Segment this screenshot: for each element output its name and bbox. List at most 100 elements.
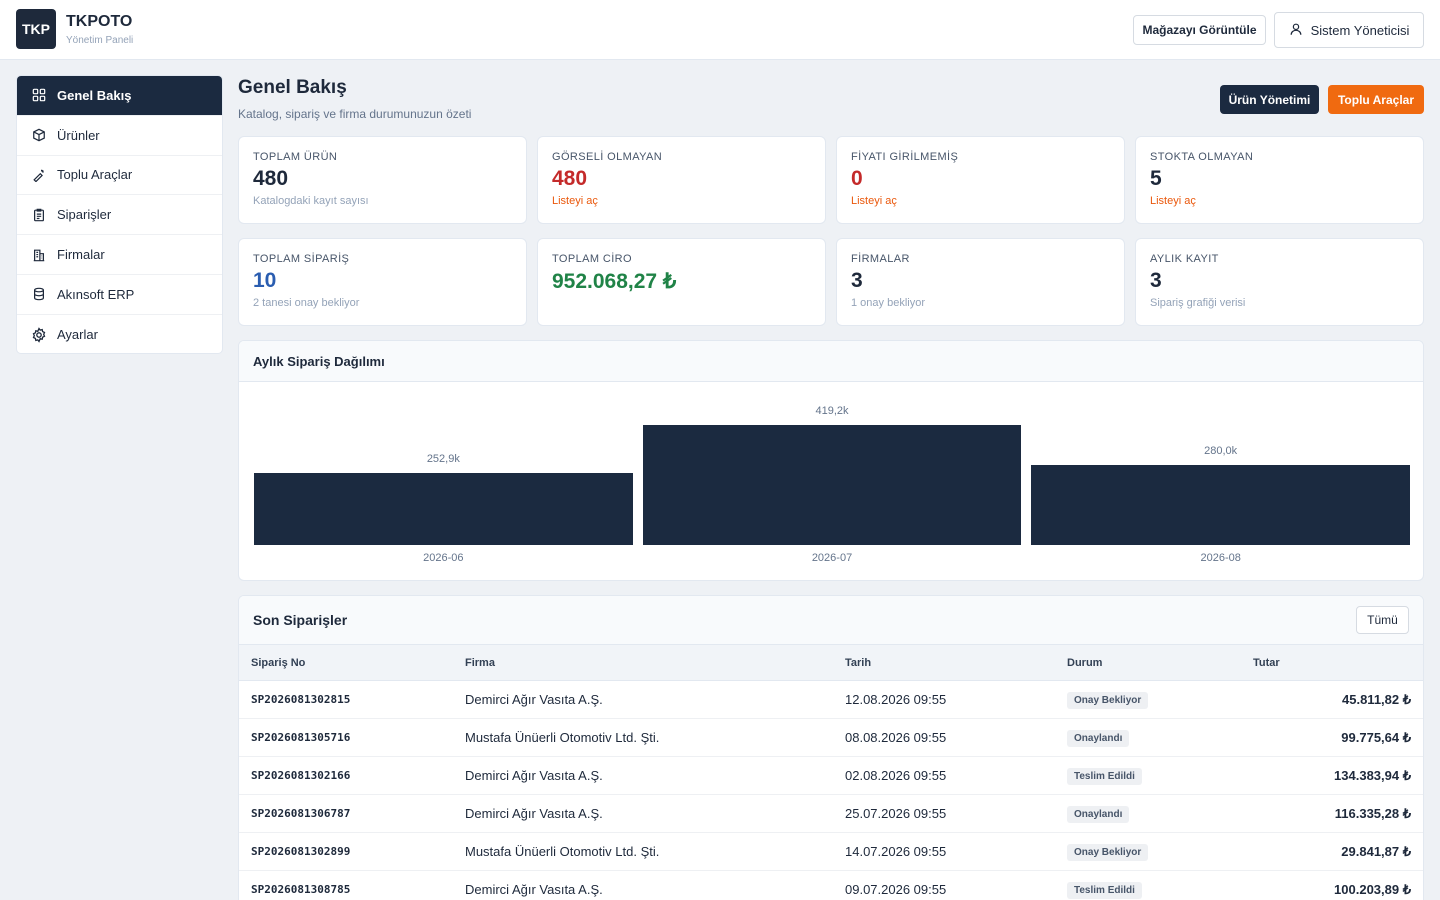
bar-category-label: 2026-07 — [811, 552, 853, 564]
status-badge: Onaylandı — [1067, 729, 1130, 747]
status-badge: Onay Bekliyor — [1067, 843, 1149, 861]
column-company[interactable]: Firma — [465, 644, 845, 681]
bar-value-label: 252,9k — [426, 452, 460, 465]
sidebar-item-companies[interactable]: Firmalar — [17, 235, 222, 275]
sidebar-item-overview[interactable]: Genel Bakış — [17, 76, 222, 116]
stat-note: 2 tanesi onay bekliyor — [253, 297, 360, 309]
chart-area: 252,9k 2026-06 419,2k 2026-07 280,0k 2026-08 — [239, 383, 1423, 580]
order-company: Mustafa Ünüerli Otomotiv Ltd. Şti. — [465, 718, 845, 757]
order-company: Demirci Ağır Vasıta A.Ş. — [465, 756, 845, 795]
gear-icon — [31, 326, 47, 343]
table-row[interactable]: SP2026081302815 Demirci Ağır Vasıta A.Ş.… — [239, 680, 1423, 719]
sidebar-item-erp[interactable]: Akınsoft ERP — [17, 275, 222, 315]
stat-label: STOKTA OLMAYAN — [1150, 151, 1254, 163]
order-number[interactable]: SP2026081302899 — [239, 832, 465, 871]
bulk-tools-button[interactable]: Toplu Araçlar — [1328, 85, 1424, 114]
page-title: Genel Bakış — [238, 77, 347, 98]
bar-value-label: 280,0k — [1204, 444, 1238, 457]
order-date: 14.07.2026 09:55 — [845, 832, 1067, 871]
stat-note: Katalogdaki kayıt sayısı — [253, 195, 369, 207]
order-date: 25.07.2026 09:55 — [845, 794, 1067, 833]
orders-title: Son Siparişler — [253, 612, 348, 628]
bar-category-label: 2026-06 — [423, 552, 464, 564]
stat-card-total-orders[interactable]: TOPLAM SİPARİŞ 10 2 tanesi onay bekliyor — [238, 238, 527, 326]
column-amount[interactable]: Tutar — [1253, 644, 1423, 681]
order-number[interactable]: SP2026081306787 — [239, 794, 465, 833]
sidebar-item-label: Toplu Araçlar — [57, 167, 133, 183]
sidebar-item-label: Akınsoft ERP — [57, 286, 135, 302]
order-number[interactable]: SP2026081302166 — [239, 756, 465, 795]
column-status[interactable]: Durum — [1067, 644, 1253, 681]
view-all-button[interactable]: Tümü — [1356, 606, 1409, 634]
logo[interactable]: TKP — [16, 9, 56, 49]
stat-card-total-revenue: TOPLAM CİRO 952.068,27 ₺ — [537, 238, 826, 326]
order-amount: 99.775,64 ₺ — [1253, 718, 1423, 757]
bar-value-label: 419,2k — [815, 405, 849, 417]
bar-category-label: 2026-08 — [1200, 552, 1241, 564]
open-list-link[interactable]: Listeyi aç — [1150, 195, 1196, 207]
stat-card-total-products[interactable]: TOPLAM ÜRÜN 480 Katalogdaki kayıt sayısı — [238, 136, 527, 224]
order-date: 02.08.2026 09:55 — [845, 756, 1067, 795]
top-bar: TKP TKPOTO Yönetim Paneli Mağazayı Görün… — [0, 0, 1440, 60]
sidebar-item-label: Ayarlar — [57, 327, 98, 343]
sidebar-item-settings[interactable]: Ayarlar — [17, 315, 222, 353]
order-amount: 116.335,28 ₺ — [1253, 794, 1423, 833]
user-name: Sistem Yöneticisi — [1310, 22, 1410, 38]
stat-card-out-of-stock[interactable]: STOKTA OLMAYAN 5 Listeyi aç — [1135, 136, 1424, 224]
table-row[interactable]: SP2026081302166 Demirci Ağır Vasıta A.Ş.… — [239, 756, 1423, 795]
column-date[interactable]: Tarih — [845, 644, 1067, 681]
status-badge: Onay Bekliyor — [1067, 691, 1149, 709]
column-order-no[interactable]: Sipariş No — [239, 644, 465, 681]
stat-value: 480 — [552, 167, 588, 190]
stat-value: 480 — [253, 167, 289, 190]
order-number[interactable]: SP2026081308785 — [239, 870, 465, 900]
order-date: 09.07.2026 09:55 — [845, 870, 1067, 900]
stat-note: Sipariş grafiği verisi — [1150, 297, 1246, 309]
table-header-row: Sipariş No Firma Tarih Durum Tutar — [239, 644, 1423, 681]
recent-orders-panel: Son Siparişler Tümü Sipariş No Firma Tar… — [238, 595, 1424, 900]
chart-bar[interactable] — [1031, 464, 1410, 545]
sidebar-item-label: Genel Bakış — [57, 87, 132, 103]
stat-label: FİRMALAR — [851, 253, 910, 265]
order-number[interactable]: SP2026081305716 — [239, 718, 465, 757]
stat-label: TOPLAM SİPARİŞ — [253, 253, 350, 265]
product-management-button[interactable]: Ürün Yönetimi — [1220, 85, 1319, 114]
sidebar-item-orders[interactable]: Siparişler — [17, 195, 222, 236]
stat-label: GÖRSELİ OLMAYAN — [552, 151, 663, 163]
table-row[interactable]: SP2026081302899 Mustafa Ünüerli Otomotiv… — [239, 832, 1423, 871]
order-company: Mustafa Ünüerli Otomotiv Ltd. Şti. — [465, 832, 845, 871]
status-badge: Onaylandı — [1067, 805, 1130, 823]
sidebar-item-products[interactable]: Ürünler — [17, 116, 222, 156]
order-number[interactable]: SP2026081302815 — [239, 680, 465, 719]
box-icon — [31, 127, 47, 143]
brand-subtitle: Yönetim Paneli — [66, 35, 134, 46]
order-amount: 45.811,82 ₺ — [1253, 680, 1423, 719]
sidebar-item-label: Ürünler — [57, 127, 100, 143]
chart-bar[interactable] — [254, 472, 633, 545]
stat-card-no-price[interactable]: FİYATI GİRİLMEMİŞ 0 Listeyi aç — [836, 136, 1125, 224]
order-amount: 100.203,89 ₺ — [1253, 870, 1423, 900]
stat-label: FİYATI GİRİLMEMİŞ — [851, 151, 959, 163]
open-list-link[interactable]: Listeyi aç — [552, 195, 598, 207]
chart-title: Aylık Sipariş Dağılımı — [239, 341, 1423, 382]
view-store-button[interactable]: Mağazayı Görüntüle — [1133, 15, 1266, 45]
orders-table: Sipariş No Firma Tarih Durum Tutar SP202… — [239, 644, 1423, 900]
table-row[interactable]: SP2026081305716 Mustafa Ünüerli Otomotiv… — [239, 718, 1423, 757]
orders-header: Son Siparişler Tümü — [239, 596, 1423, 644]
sidebar-item-bulk-tools[interactable]: Toplu Araçlar — [17, 156, 222, 196]
sidebar-item-label: Siparişler — [57, 207, 112, 223]
stat-value: 0 — [851, 167, 863, 190]
building-icon — [31, 247, 47, 263]
open-list-link[interactable]: Listeyi aç — [851, 195, 897, 207]
stat-value: 5 — [1150, 167, 1162, 190]
user-menu-button[interactable]: Sistem Yöneticisi — [1274, 12, 1424, 48]
stat-label: TOPLAM CİRO — [552, 253, 632, 265]
stat-card-no-image[interactable]: GÖRSELİ OLMAYAN 480 Listeyi aç — [537, 136, 826, 224]
monthly-orders-chart: Aylık Sipariş Dağılımı 252,9k 2026-06 419,… — [238, 340, 1424, 581]
table-row[interactable]: SP2026081306787 Demirci Ağır Vasıta A.Ş.… — [239, 794, 1423, 833]
chart-bar[interactable] — [642, 425, 1022, 545]
stat-card-companies[interactable]: FİRMALAR 3 1 onay bekliyor — [836, 238, 1125, 326]
table-row[interactable]: SP2026081308785 Demirci Ağır Vasıta A.Ş.… — [239, 870, 1423, 900]
page-subtitle: Katalog, sipariş ve firma durumunuzun öz… — [238, 107, 472, 121]
database-icon — [31, 286, 47, 302]
